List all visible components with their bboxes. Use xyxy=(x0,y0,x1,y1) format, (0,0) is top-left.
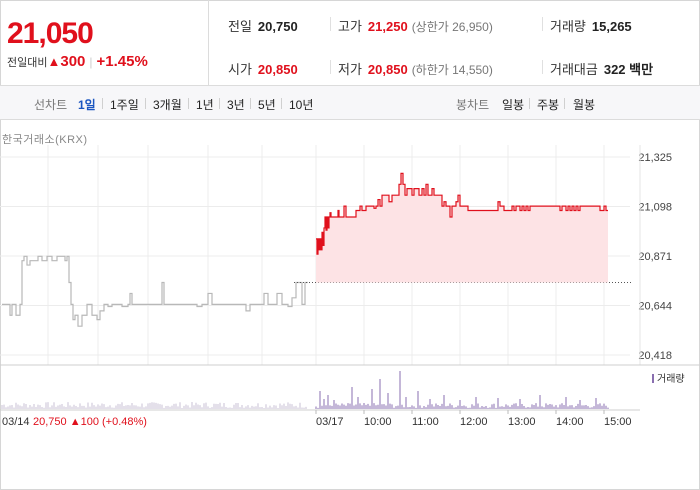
quote-header: 21,050 전일대비▲300 | +1.45% 전일 20,750 고가 21,250… xyxy=(0,0,700,86)
divider xyxy=(102,98,103,109)
candle-daily[interactable]: 일봉 xyxy=(502,98,525,112)
x-tick-label: 14:00 xyxy=(556,416,584,428)
change-percent: +1.45% xyxy=(96,53,148,70)
today-price-area xyxy=(316,173,608,283)
today-price-line xyxy=(316,172,608,255)
stat-volume: 거래량 15,265 xyxy=(550,19,632,34)
candle-weekly[interactable]: 주봉 xyxy=(537,98,560,112)
divider xyxy=(330,17,331,31)
y-tick-label: 20,644 xyxy=(638,301,672,313)
stats-grid: 전일 20,750 고가 21,250 (상한가 26,950) 거래량 15,265 … xyxy=(210,0,700,86)
candle-chart-label: 봉차트 xyxy=(456,98,490,112)
volume-legend-label: 거래량 xyxy=(657,373,685,385)
divider xyxy=(250,98,251,109)
change-label: 전일대비 xyxy=(7,57,48,69)
y-tick-label: 21,325 xyxy=(638,152,672,164)
prev-day-close-label: 20,750 ▲100 (+0.48%) xyxy=(33,416,147,428)
x-tick-label: 13:00 xyxy=(508,416,536,428)
divider xyxy=(529,98,530,109)
period-3month[interactable]: 3개월 xyxy=(153,98,182,112)
change-amount: 300 xyxy=(60,53,86,70)
x-tick-label: 10:00 xyxy=(364,416,392,428)
exchange-label: 한국거래소(KRX) xyxy=(2,134,88,146)
period-1week[interactable]: 1주일 xyxy=(110,98,139,112)
divider xyxy=(330,60,331,74)
up-arrow-icon: ▲ xyxy=(47,54,61,69)
x-tick-label: 03/17 xyxy=(316,416,344,428)
divider xyxy=(542,60,543,74)
stat-low: 저가 20,850 (하한가 14,550) xyxy=(338,62,493,77)
stat-high: 고가 21,250 (상한가 26,950) xyxy=(338,19,493,34)
divider xyxy=(281,98,282,109)
y-tick-label: 20,871 xyxy=(638,251,672,263)
divider xyxy=(542,17,543,31)
period-10year[interactable]: 10년 xyxy=(289,98,314,112)
divider xyxy=(145,98,146,109)
y-tick-label: 20,418 xyxy=(638,350,672,362)
candle-monthly[interactable]: 월봉 xyxy=(573,98,596,112)
stat-prev-close: 전일 20,750 xyxy=(228,19,298,34)
line-chart-label: 선차트 xyxy=(34,98,68,112)
period-3year[interactable]: 3년 xyxy=(227,98,245,112)
divider xyxy=(564,98,565,109)
period-5year[interactable]: 5년 xyxy=(258,98,276,112)
change-row: 전일대비▲300 | +1.45% xyxy=(7,53,148,70)
period-1year[interactable]: 1년 xyxy=(196,98,214,112)
y-tick-label: 21,098 xyxy=(638,202,672,214)
x-tick-label: 11:00 xyxy=(412,416,439,428)
price-box: 21,050 전일대비▲300 | +1.45% xyxy=(0,0,209,86)
period-1day[interactable]: 1일 xyxy=(78,98,96,112)
prev-day-date-label: 03/14 xyxy=(2,416,30,428)
stat-open: 시가 20,850 xyxy=(228,62,298,77)
x-tick-label: 15:00 xyxy=(604,416,632,428)
divider xyxy=(188,98,189,109)
prev-day-price-line xyxy=(2,255,308,327)
stat-trade-value: 거래대금 322 백만 xyxy=(550,62,654,77)
current-price: 21,050 xyxy=(7,17,94,50)
period-toolbar: 선차트 1일 1주일 3개월 1년 3년 5년 10년 봉차트 일봉 주봉 월봉 xyxy=(0,86,700,120)
divider xyxy=(219,98,220,109)
volume-legend-swatch xyxy=(652,374,654,383)
x-tick-label: 12:00 xyxy=(460,416,488,428)
divider: | xyxy=(89,55,93,69)
